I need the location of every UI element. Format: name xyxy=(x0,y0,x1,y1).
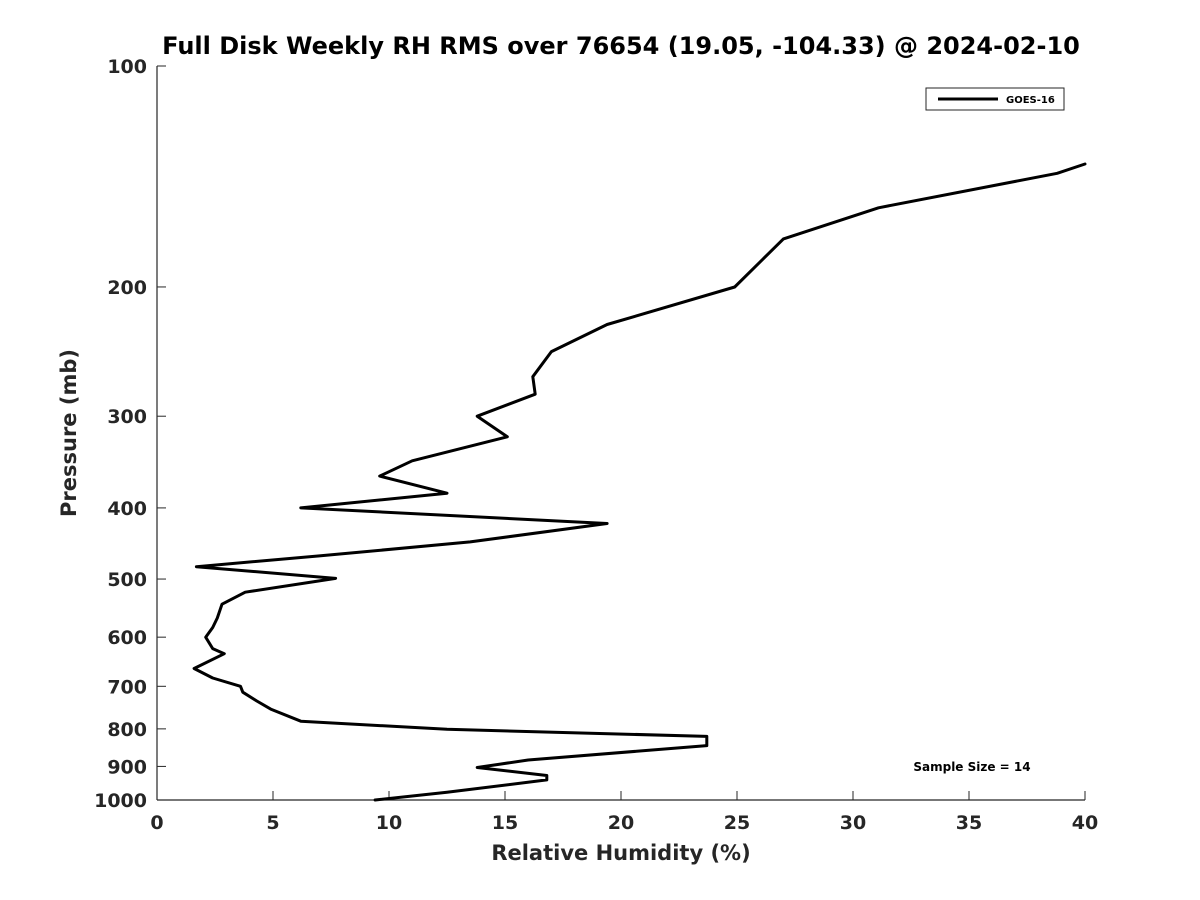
series-line-goes-16 xyxy=(192,162,1087,802)
sample-size-annotation: Sample Size = 14 xyxy=(913,760,1030,774)
x-tick-label: 20 xyxy=(608,812,634,834)
y-tick-label: 100 xyxy=(107,56,147,78)
y-tick-label: 800 xyxy=(107,719,147,741)
x-tick-label: 30 xyxy=(840,812,866,834)
legend: GOES-16 xyxy=(925,87,1065,111)
y-tick-label: 300 xyxy=(107,406,147,428)
x-axis-label: Relative Humidity (%) xyxy=(491,841,750,865)
y-tick-label: 500 xyxy=(107,569,147,591)
x-tick-label: 15 xyxy=(492,812,518,834)
y-tick-label: 600 xyxy=(107,627,147,649)
x-tick-label: 25 xyxy=(724,812,750,834)
chart-title: Full Disk Weekly RH RMS over 76654 (19.0… xyxy=(162,32,1080,60)
y-tick-label: 1000 xyxy=(94,790,147,812)
y-axis-label: Pressure (mb) xyxy=(57,349,81,517)
x-tick-label: 10 xyxy=(376,812,402,834)
y-tick-label: 200 xyxy=(107,277,147,299)
plot-area: 0 5 10 15 20 25 30 35 40 100 200 300 400 500 600 700 800… xyxy=(94,56,1098,834)
y-tick-label: 700 xyxy=(107,676,147,698)
x-tick-label: 0 xyxy=(150,812,163,834)
x-tick-label: 35 xyxy=(956,812,982,834)
y-tick-label: 900 xyxy=(107,756,147,778)
legend-label: GOES-16 xyxy=(1006,95,1055,106)
y-tick-label: 400 xyxy=(107,498,147,520)
x-tick-label: 5 xyxy=(266,812,279,834)
x-tick-label: 40 xyxy=(1072,812,1098,834)
